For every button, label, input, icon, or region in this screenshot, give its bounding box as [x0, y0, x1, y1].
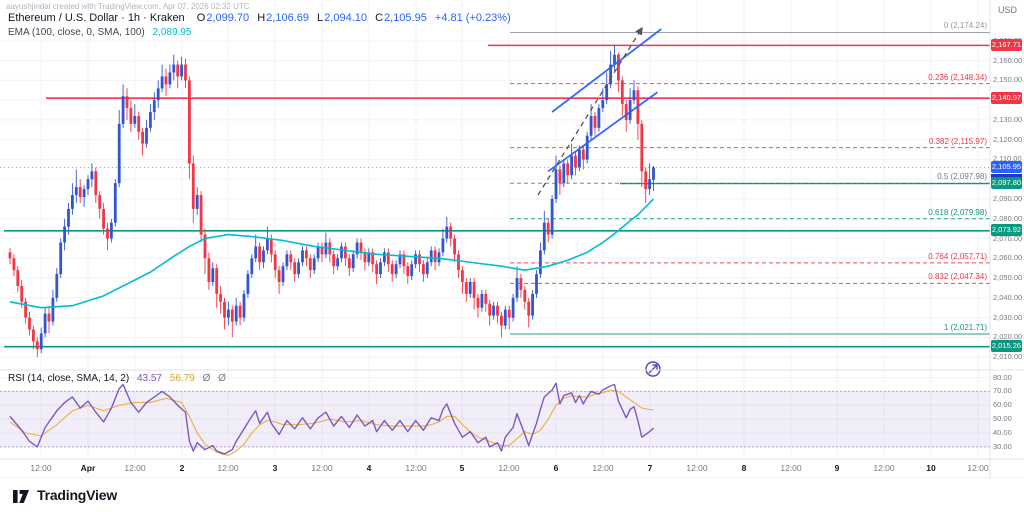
time-axis-label: 5	[459, 463, 465, 473]
grid-lines	[0, 0, 990, 459]
price-axis-tick: 2,130.00	[993, 114, 1023, 124]
rsi-ma-value: 56.79	[169, 373, 195, 384]
time-axis-label: 12:00	[217, 463, 239, 473]
open-label: O	[196, 12, 206, 24]
high-label: H	[257, 12, 266, 24]
time-axis-label: 6	[553, 463, 559, 473]
time-axis-label: 12:00	[124, 463, 146, 473]
ema-line	[9, 198, 655, 309]
price-axis-tick: 2,010.00	[993, 352, 1023, 362]
rsi-axis-tick: 80.00	[993, 372, 1012, 382]
price-axis-tick: 2,050.00	[993, 273, 1023, 283]
time-axis-label: 12:00	[311, 463, 333, 473]
rsi-value: 43.57	[136, 373, 162, 384]
close-label: C	[375, 12, 384, 24]
footer: TradingView	[0, 478, 1024, 512]
time-axis-label: 12:00	[30, 463, 52, 473]
rsi-axis-tick: 50.00	[993, 414, 1012, 424]
low-value: 2,094.10	[324, 12, 367, 24]
rsi-line	[9, 382, 654, 455]
time-axis-label: 2	[179, 463, 185, 473]
price-axis-tick: 2,080.00	[993, 213, 1023, 223]
ema-legend-value: 2,089.95	[152, 27, 192, 38]
price-axis-tick: 2,120.00	[993, 134, 1023, 144]
currency-label[interactable]: USD	[998, 5, 1018, 15]
price-axis-tick: 2,030.00	[993, 312, 1023, 322]
time-axis-label: 9	[834, 463, 840, 473]
candlestick-series	[8, 45, 655, 358]
open-value: 2,099.70	[206, 12, 250, 24]
ema-legend[interactable]: EMA (100, close, 0, SMA, 100) 2,089.95	[8, 27, 191, 38]
time-axis-label: 12:00	[780, 463, 802, 473]
time-axis[interactable]: 12:00 Apr 12:00 2 12:00 3 12:00 4 12:00 5 12:00 6 12…	[0, 459, 1024, 478]
time-axis-label: 8	[741, 463, 747, 473]
rsi-legend[interactable]: RSI (14, close, SMA, 14, 2) 43.57 56.79 …	[8, 373, 226, 384]
price-axis-tick: 2,020.00	[993, 332, 1023, 342]
parallel-channel	[547, 28, 662, 173]
time-axis-label: 12:00	[967, 463, 989, 473]
price-axis[interactable]: 2,170.00 2,160.00 2,150.00 2,140.00 2,130.00…	[990, 0, 1024, 459]
tradingview-logo-icon[interactable]	[12, 486, 30, 504]
time-axis-label: 12:00	[405, 463, 427, 473]
price-axis-tick: 2,100.00	[993, 174, 1023, 184]
price-axis-tick: 2,090.00	[993, 193, 1023, 203]
horizontal-rays	[4, 44, 990, 348]
rsi-upper-band-value: Ø	[202, 373, 211, 384]
rsi-lines	[9, 382, 654, 456]
time-axis-label: Apr	[80, 463, 96, 473]
change-value: +4.81 (+0.23%)	[434, 12, 511, 24]
time-axis-label: 12:00	[686, 463, 708, 473]
symbol-title[interactable]: Ethereum / U.S. Dollar · 1h · Kraken	[8, 12, 185, 24]
rsi-axis-tick: 40.00	[993, 428, 1012, 438]
price-axis-tick: 2,040.00	[993, 292, 1023, 302]
price-axis-tick: 2,110.00	[993, 154, 1022, 164]
time-axis-label: 3	[272, 463, 278, 473]
circled-arrow-drawing	[645, 361, 661, 377]
price-axis-tick: 2,150.00	[993, 75, 1023, 85]
rsi-axis-tick: 60.00	[993, 400, 1012, 410]
high-value: 2,106.69	[266, 12, 309, 24]
rsi-axis-tick: 30.00	[993, 441, 1012, 451]
time-axis-label: 12:00	[592, 463, 614, 473]
close-value: 2,105.95	[384, 12, 427, 24]
rsi-lower-band-value: Ø	[218, 373, 226, 384]
price-axis-tick: 2,160.00	[993, 55, 1023, 65]
low-label: L	[317, 12, 324, 24]
time-axis-label: 10	[926, 463, 936, 473]
ema-legend-label: EMA (100, close, 0, SMA, 100)	[8, 27, 145, 38]
symbol-header: Ethereum / U.S. Dollar · 1h · Kraken O2,…	[8, 12, 511, 24]
price-axis-tick: 2,170.00	[993, 35, 1023, 45]
tradingview-wordmark[interactable]: TradingView	[37, 487, 118, 503]
price-axis-tick: 2,140.00	[993, 95, 1023, 105]
time-axis-label: 12:00	[498, 463, 520, 473]
time-axis-label: 7	[647, 463, 653, 473]
time-axis-label: 4	[366, 463, 372, 473]
trend-arrow	[537, 26, 643, 196]
rsi-axis-tick: 70.00	[993, 386, 1012, 396]
rsi-band	[0, 390, 990, 448]
watermark: aayushjindal created with TradingView.co…	[6, 2, 250, 11]
price-axis-tick: 2,060.00	[993, 253, 1023, 263]
price-axis-tick: 2,070.00	[993, 233, 1023, 243]
rsi-legend-label: RSI (14, close, SMA, 14, 2)	[8, 373, 130, 384]
time-axis-label: 12:00	[873, 463, 895, 473]
